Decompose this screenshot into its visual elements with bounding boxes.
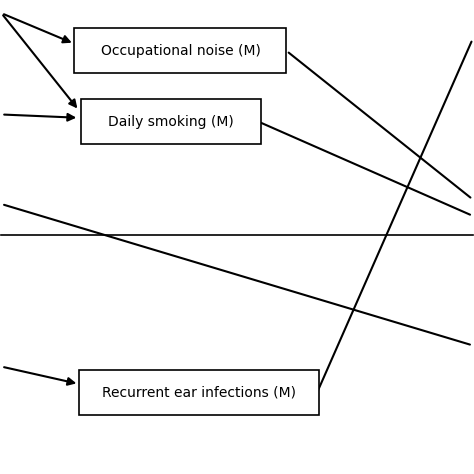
FancyBboxPatch shape xyxy=(79,370,319,415)
Text: Recurrent ear infections (M): Recurrent ear infections (M) xyxy=(102,385,296,400)
FancyBboxPatch shape xyxy=(82,99,261,144)
Text: Daily smoking (M): Daily smoking (M) xyxy=(108,115,234,128)
Text: Occupational noise (M): Occupational noise (M) xyxy=(100,44,260,58)
FancyBboxPatch shape xyxy=(74,28,286,73)
